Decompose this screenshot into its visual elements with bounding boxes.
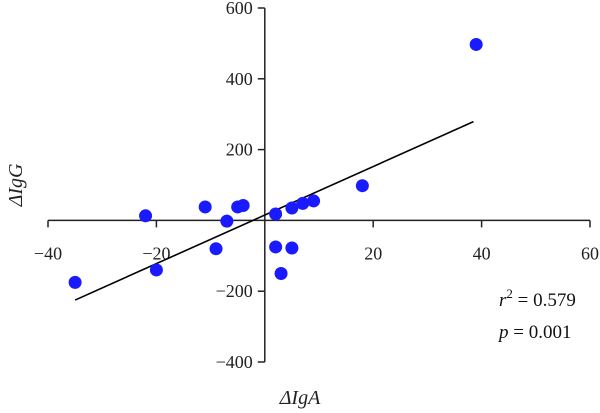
x-tick-label: 40 [473,243,491,263]
data-point [269,240,283,254]
r-symbol: r [499,290,507,311]
data-point [285,201,299,215]
data-point [68,275,82,289]
y-tick-label: 600 [226,0,253,18]
data-point [296,196,310,210]
p-value: = 0.001 [509,322,572,343]
p-value-annotation: p = 0.001 [497,322,571,343]
data-point [285,241,299,255]
r-exponent: 2 [506,286,513,301]
x-axis-title: ΔIgA [279,387,321,409]
y-tick-label: −400 [216,352,253,372]
p-symbol: p [497,322,509,343]
data-point [209,242,223,256]
y-tick-label: 400 [226,69,253,89]
data-point [149,263,163,277]
data-point [269,207,283,221]
data-point [198,200,212,214]
data-point [231,200,245,214]
r-squared-annotation: r2 = 0.579 [499,286,576,311]
x-tick-label: −20 [142,243,170,263]
data-point [274,267,288,280]
data-point [469,37,483,51]
axes [48,8,590,362]
x-tick-label: −40 [34,243,62,263]
data-point [355,179,369,193]
x-tick-label: 60 [581,243,599,263]
data-point [139,209,153,223]
data-point [307,194,321,208]
axis-ticks: −40 −20 20 40 60 600 400 200 −200 −400 [34,0,599,372]
x-tick-label: 20 [364,243,382,263]
y-tick-label: 200 [226,140,253,160]
y-axis-title: ΔIgG [5,163,27,207]
y-tick-label: −200 [216,281,253,301]
data-points [68,37,483,289]
data-point [220,214,234,228]
r-value: = 0.579 [513,290,576,311]
